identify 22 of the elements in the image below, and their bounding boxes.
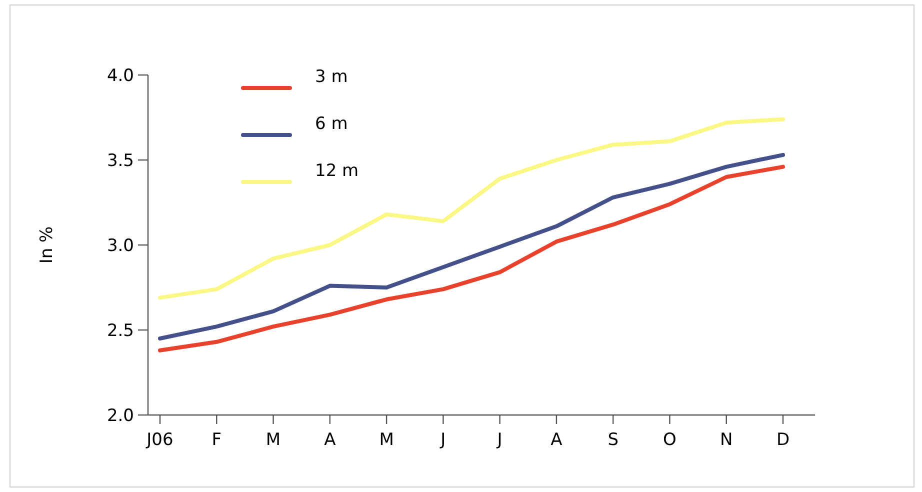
y-tick-label: 4.0 — [106, 66, 134, 86]
x-tick-label: F — [212, 430, 222, 450]
legend-label: 3 m — [315, 67, 348, 87]
x-tick-label: J06 — [146, 430, 174, 450]
legend-label: 12 m — [315, 161, 359, 181]
line-series — [158, 117, 785, 300]
x-tick-label: M — [379, 430, 394, 450]
legend-label: 6 m — [315, 114, 348, 134]
x-tick-label: J — [496, 430, 502, 450]
x-tick-label: S — [608, 430, 618, 450]
x-tick-label: D — [776, 430, 790, 450]
y-tick-label: 3.5 — [106, 150, 134, 171]
x-tick-label: A — [550, 430, 563, 450]
y-tick-label: 3.0 — [106, 236, 134, 256]
x-tick-label: J — [440, 430, 446, 450]
x-tick-label: A — [324, 430, 336, 450]
x-tick-label: N — [720, 430, 733, 450]
y-tick-label: 2.0 — [106, 406, 134, 426]
y-tick-label: 2.5 — [106, 320, 134, 341]
x-tick-label: M — [266, 430, 281, 450]
x-tick-label: O — [663, 430, 676, 450]
y-axis-title: In % — [37, 226, 57, 264]
